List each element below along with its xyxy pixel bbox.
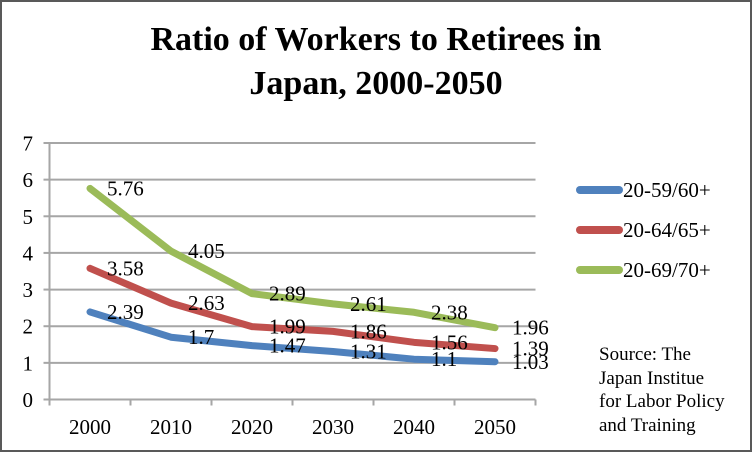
data-label-20-59/60+-2000: 2.39 xyxy=(107,300,144,324)
legend-item-20-69/70+: 20-69/70+ xyxy=(576,250,711,290)
data-label-20-64/65+-2010: 2.63 xyxy=(188,291,225,315)
data-label-20-69/70+-2010: 4.05 xyxy=(188,239,225,263)
legend-swatch-icon xyxy=(576,186,623,194)
legend-label: 20-69/70+ xyxy=(623,257,711,282)
data-label-20-64/65+-2050: 1.39 xyxy=(512,337,549,361)
legend-item-20-59/60+: 20-59/60+ xyxy=(576,170,711,210)
series-line-20-59/60+ xyxy=(86,308,499,366)
x-axis-label-2020: 2020 xyxy=(231,415,273,439)
data-label-20-59/60+-2020: 1.47 xyxy=(269,334,306,358)
y-axis-label-7: 7 xyxy=(23,132,34,156)
data-label-20-59/60+-2040: 1.1 xyxy=(431,347,457,371)
source-note-line-2: Japan Institue xyxy=(599,367,705,389)
data-label-20-69/70+-2020: 2.89 xyxy=(269,282,306,306)
y-axis-label-1: 1 xyxy=(23,351,34,375)
source-note-line-1: Source: The xyxy=(599,344,691,365)
chart-title-line-1: Ratio of Workers to Retirees in xyxy=(150,21,602,58)
x-axis-label-2000: 2000 xyxy=(69,415,111,439)
data-label-20-69/70+-2050: 1.96 xyxy=(512,316,549,340)
chart-legend: 20-59/60+ 20-64/65+ 20-69/70+ xyxy=(576,170,711,290)
x-axis-label-2040: 2040 xyxy=(393,415,435,439)
data-label-20-64/65+-2040: 1.56 xyxy=(431,330,468,354)
legend-swatch-icon xyxy=(576,226,623,234)
y-axis-label-2: 2 xyxy=(23,315,34,339)
data-label-20-69/70+-2040: 2.38 xyxy=(431,300,468,324)
data-label-20-64/65+-2020: 1.99 xyxy=(269,315,306,339)
y-axis-label-5: 5 xyxy=(23,205,34,229)
chart-title: Ratio of Workers to Retirees in Japan, 2… xyxy=(2,18,750,106)
y-axis-label-0: 0 xyxy=(23,388,34,412)
legend-swatch-icon xyxy=(576,266,623,274)
source-note-line-3: for Labor Policy xyxy=(599,391,725,412)
series-line-20-69/70+ xyxy=(86,184,499,332)
x-axis-label-2030: 2030 xyxy=(312,415,354,439)
data-label-20-64/65+-2000: 3.58 xyxy=(107,256,144,280)
source-note-line-4: and Training xyxy=(599,414,696,436)
chart-title-line-2: Japan, 2000-2050 xyxy=(249,65,503,102)
y-axis-label-3: 3 xyxy=(23,278,34,302)
data-label-20-69/70+-2030: 2.61 xyxy=(350,292,387,316)
source-note: Source: The Japan Institue for Labor Pol… xyxy=(599,343,749,437)
data-label-20-69/70+-2000: 5.76 xyxy=(107,176,144,200)
y-axis-label-6: 6 xyxy=(23,168,34,192)
legend-item-20-64/65+: 20-64/65+ xyxy=(576,210,711,250)
data-label-20-59/60+-2030: 1.31 xyxy=(350,339,387,363)
x-axis-label-2010: 2010 xyxy=(150,415,192,439)
legend-label: 20-64/65+ xyxy=(623,217,711,242)
y-axis-label-4: 4 xyxy=(23,241,34,265)
legend-label: 20-59/60+ xyxy=(623,177,711,202)
data-label-20-64/65+-2030: 1.86 xyxy=(350,319,387,343)
series-line-20-64/65+ xyxy=(86,264,499,353)
x-axis-label-2050: 2050 xyxy=(474,415,516,439)
data-label-20-59/60+-2050: 1.03 xyxy=(512,350,549,374)
data-label-20-59/60+-2010: 1.7 xyxy=(188,325,214,349)
